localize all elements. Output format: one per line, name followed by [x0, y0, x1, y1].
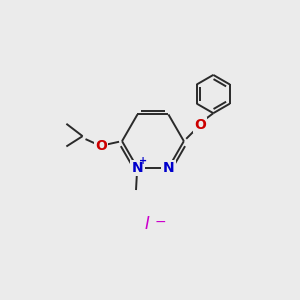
Text: O: O: [194, 118, 206, 132]
Text: N: N: [163, 161, 174, 175]
Text: N: N: [132, 161, 143, 175]
Text: −: −: [154, 215, 166, 229]
Text: I: I: [145, 214, 149, 232]
Text: O: O: [95, 139, 107, 153]
Text: +: +: [139, 157, 147, 166]
